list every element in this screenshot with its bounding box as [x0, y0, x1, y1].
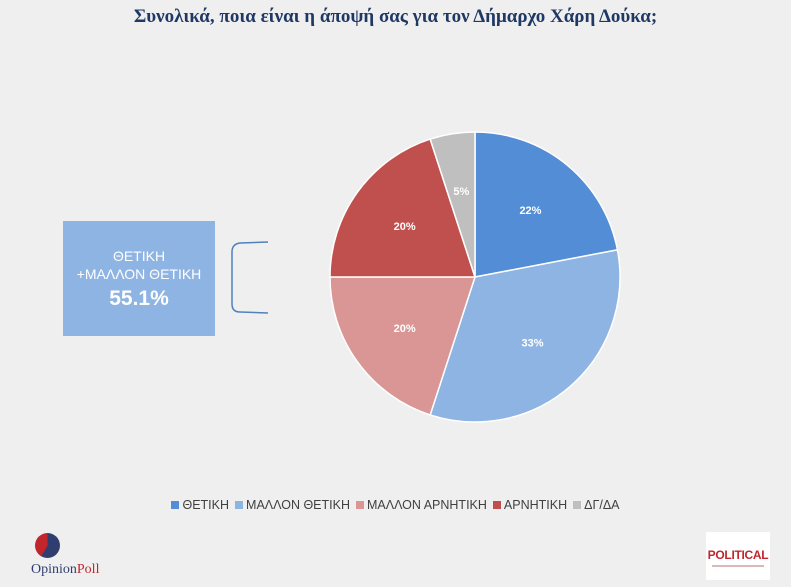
- legend-item-1: ΘΕΤΙΚΗ: [171, 498, 229, 512]
- legend-label-5: ΔΓ/ΔΑ: [584, 498, 620, 512]
- pie-slice-1: [474, 131, 619, 278]
- political-logo-underline: [712, 565, 764, 567]
- pie-slice-label-1: 22%: [519, 205, 541, 217]
- legend-item-2: ΜΑΛΛΟΝ ΘΕΤΙΚΗ: [235, 498, 350, 512]
- legend-swatch-2: [235, 501, 244, 509]
- callout-bracket: [231, 241, 269, 314]
- pie-slice-4: [329, 138, 477, 278]
- legend-label-4: ΑΡΝΗΤΙΚΗ: [503, 498, 568, 512]
- chart-legend: ΘΕΤΙΚΗ ΜΑΛΛΟΝ ΘΕΤΙΚΗ ΜΑΛΛΟΝ ΑΡΝΗΤΙΚΗ ΑΡΝΗΤΙ…: [0, 498, 791, 512]
- legend-label-2: ΜΑΛΛΟΝ ΘΕΤΙΚΗ: [246, 498, 350, 512]
- pie-slice-label-4: 20%: [394, 221, 416, 233]
- legend-label-3: ΜΑΛΛΟΝ ΑΡΝΗΤΙΚΗ: [366, 498, 487, 512]
- positive-total-callout: ΘΕΤΙΚΗ +ΜΑΛΛΟΝ ΘΕΤΙΚΗ 55.1%: [63, 221, 215, 336]
- callout-value: 55.1%: [109, 287, 169, 310]
- legend-item-4: ΑΡΝΗΤΙΚΗ: [492, 498, 568, 512]
- legend-swatch-5: [573, 501, 582, 509]
- political-logo-text: POLITICAL: [707, 548, 769, 562]
- legend-item-5: ΔΓ/ΔΑ: [573, 498, 620, 512]
- pie-slice-label-3: 20%: [394, 323, 416, 335]
- opinion-poll-logo-icon: [35, 533, 60, 558]
- callout-line-1: ΘΕΤΙΚΗ: [112, 248, 166, 264]
- pie-slice-label-5: 5%: [453, 186, 469, 198]
- opinion-poll-logo-text: OpinionPoll: [31, 562, 100, 577]
- legend-label-1: ΘΕΤΙΚΗ: [182, 498, 230, 512]
- opinion-poll-logo: OpinionPoll: [31, 531, 101, 581]
- political-logo: POLITICAL: [706, 532, 770, 580]
- legend-item-3: ΜΑΛΛΟΝ ΑΡΝΗΤΙΚΗ: [355, 498, 487, 512]
- pie-slice-label-2: 33%: [522, 337, 544, 349]
- legend-swatch-3: [355, 501, 364, 509]
- legend-swatch-1: [171, 501, 180, 509]
- callout-line-2: +ΜΑΛΛΟΝ ΘΕΤΙΚΗ: [76, 266, 202, 282]
- pie-slice-5: [429, 131, 476, 278]
- legend-swatch-4: [492, 501, 501, 509]
- pie-slice-3: [329, 276, 477, 416]
- chart-title: Συνολικά, ποια είναι η άποψή σας για τον…: [133, 6, 658, 27]
- pie-slice-2: [429, 248, 621, 423]
